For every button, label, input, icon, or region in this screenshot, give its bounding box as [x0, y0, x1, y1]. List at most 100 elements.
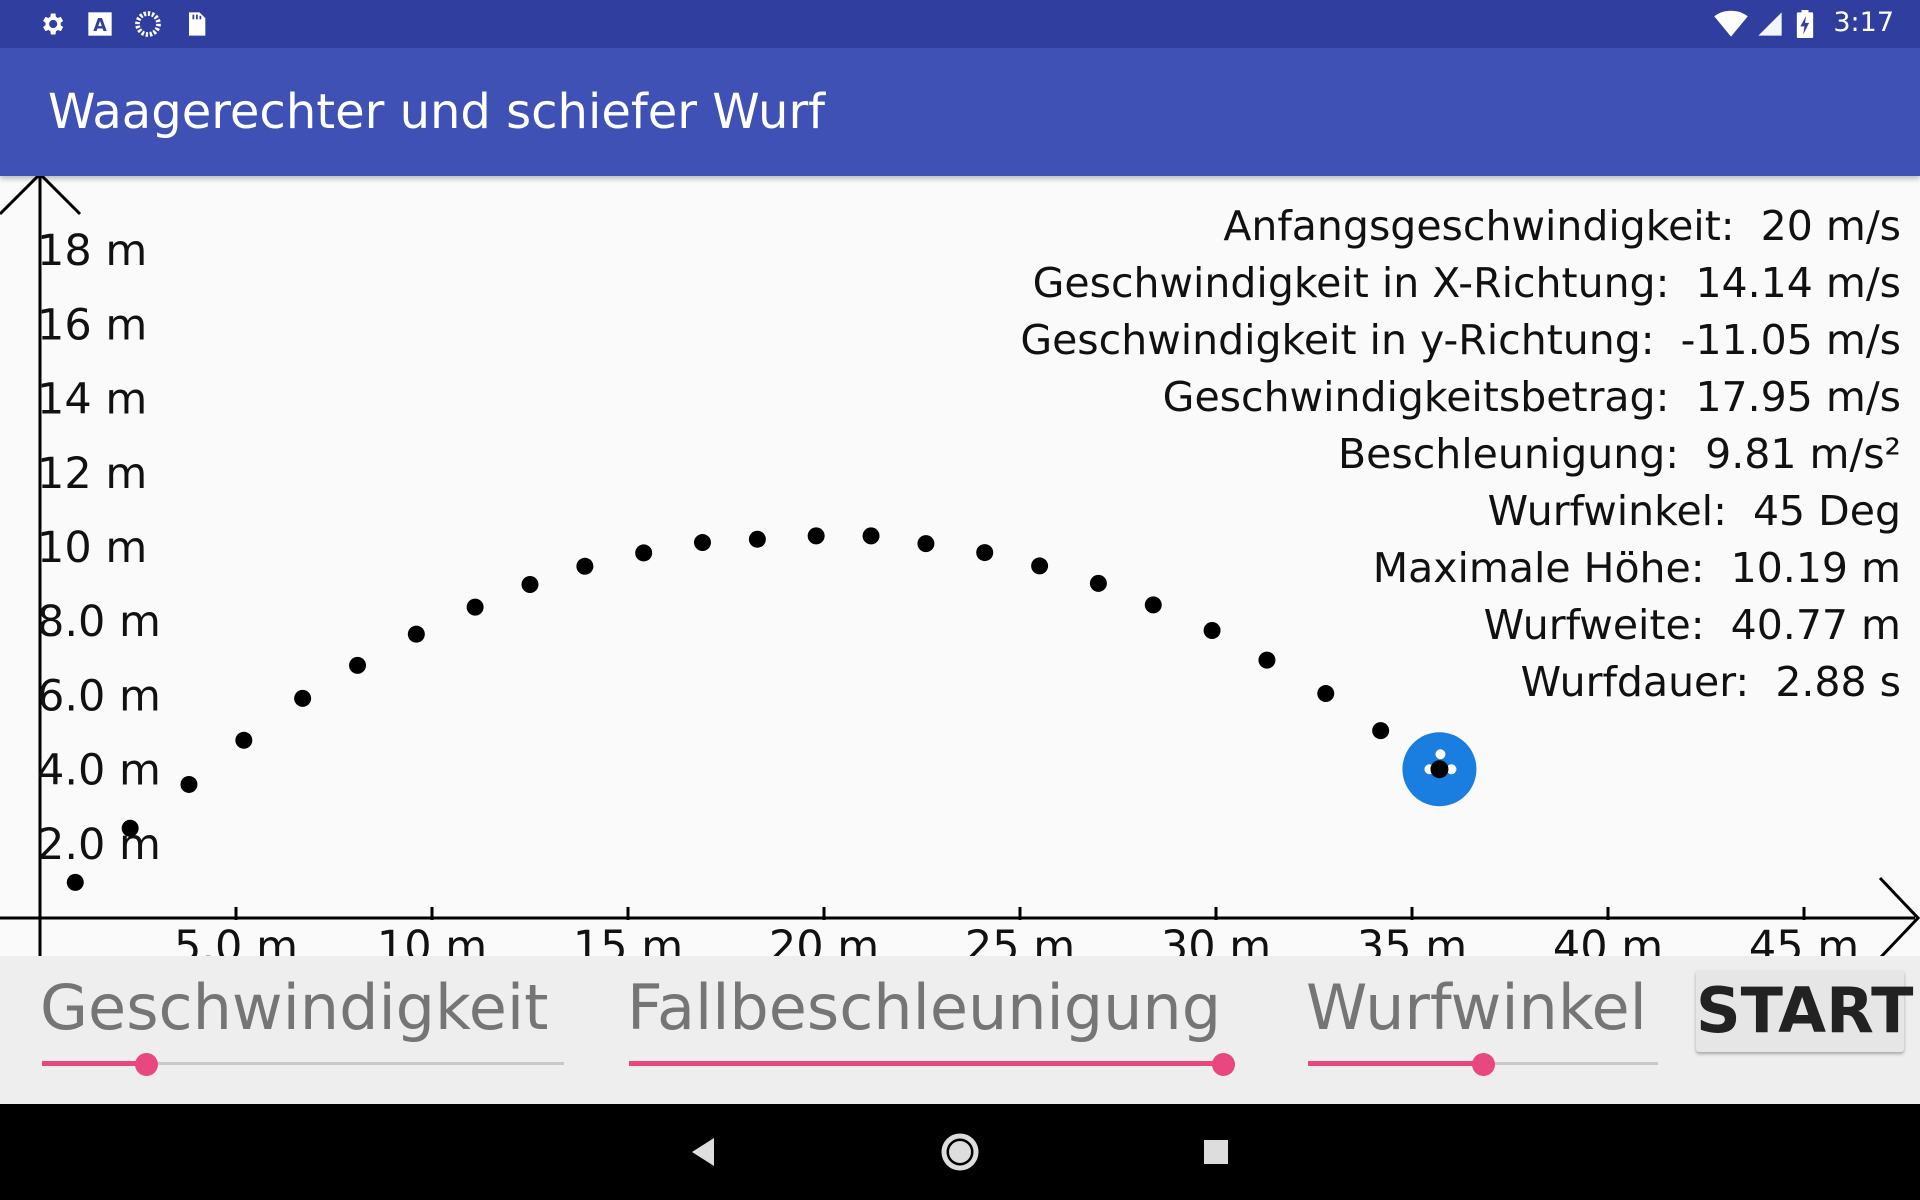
controls-panel: Geschwindigkeit Fallbeschleunigung Wurfw… [0, 956, 1920, 1104]
trajectory-point [1144, 596, 1162, 614]
info-row: Wurfdauer: 2.88 s [1020, 654, 1901, 711]
info-value: 40.77 m [1730, 601, 1901, 649]
back-icon[interactable] [680, 1128, 728, 1176]
info-row: Geschwindigkeit in X-Richtung: 14.14 m/s [1020, 255, 1901, 312]
app-title: Waagerechter und schiefer Wurf [48, 84, 826, 140]
sd-card-icon [189, 12, 206, 36]
info-value: 9.81 m/s² [1705, 430, 1901, 478]
trajectory-point [807, 527, 825, 545]
x-tick-label: 15 m [573, 922, 683, 956]
x-tick-label: 10 m [377, 922, 487, 956]
x-tick-label: 20 m [769, 922, 879, 956]
info-value: 45 Deg [1752, 487, 1901, 535]
slider-fill [42, 1061, 147, 1066]
info-panel: Anfangsgeschwindigkeit: 20 m/s Geschwindi… [1020, 198, 1901, 711]
font-a-icon: A [88, 12, 112, 36]
y-tick-label: 14 m [37, 375, 147, 425]
wifi-icon [1714, 10, 1748, 37]
info-label: Maximale Höhe: [1372, 544, 1705, 592]
y-tick-label: 8.0 m [37, 597, 161, 647]
projectile-highlight [1446, 764, 1457, 775]
info-label: Wurfwinkel: [1487, 487, 1727, 535]
recents-icon[interactable] [1192, 1128, 1240, 1176]
projectile-marker [1430, 760, 1449, 779]
trajectory-point [693, 534, 711, 552]
trajectory-point [349, 656, 367, 674]
y-tick-label: 6.0 m [37, 671, 161, 721]
info-row: Anfangsgeschwindigkeit: 20 m/s [1020, 198, 1901, 255]
y-tick-label: 4.0 m [37, 746, 161, 796]
info-label: Geschwindigkeit in X-Richtung: [1032, 259, 1670, 307]
info-label: Anfangsgeschwindigkeit: [1223, 202, 1735, 250]
info-value: 2.88 s [1775, 658, 1901, 706]
x-tick-label: 25 m [965, 922, 1075, 956]
trajectory-point [917, 535, 935, 553]
x-tick-label: 45 m [1749, 922, 1859, 956]
gravity-slider-label: Fallbeschleunigung [627, 971, 1222, 1044]
info-label: Beschleunigung: [1337, 430, 1680, 478]
trajectory-point [180, 775, 198, 793]
trajectory-point [1203, 621, 1221, 639]
battery-charging-icon [1796, 10, 1814, 38]
start-button[interactable]: START [1696, 970, 1913, 1052]
settings-icon [43, 13, 64, 35]
trajectory-point [1258, 651, 1276, 669]
info-label: Geschwindigkeit in y-Richtung: [1020, 316, 1655, 364]
y-axis-arrow [0, 176, 82, 216]
trajectory-point [1031, 557, 1049, 575]
app-bar: Waagerechter und schiefer Wurf [0, 48, 1920, 176]
trajectory-point [521, 575, 539, 593]
signal-icon [1758, 12, 1782, 36]
y-tick-label: 18 m [37, 226, 147, 276]
trajectory-point [235, 731, 253, 749]
x-tick-label: 40 m [1553, 922, 1663, 956]
trajectory-point [635, 544, 653, 562]
clock: 3:17 [1833, 7, 1894, 38]
info-label: Wurfdauer: [1520, 658, 1750, 706]
plot-canvas: 18 m 16 m 14 m 12 m 10 m 8.0 m 6.0 m 4.0 m 2.0 m… [0, 176, 1920, 956]
info-value: -11.05 m/s [1680, 316, 1901, 364]
y-tick-label: 2.0 m [37, 820, 161, 870]
x-axis-arrow [1878, 876, 1920, 956]
y-tick-label: 16 m [37, 300, 147, 350]
info-row: Geschwindigkeitsbetrag: 17.95 m/s [1020, 369, 1901, 426]
loading-circle-icon [135, 11, 161, 37]
trajectory-point [66, 873, 84, 891]
trajectory-point [1089, 574, 1107, 592]
angle-slider[interactable] [1308, 1052, 1658, 1076]
speed-slider-label: Geschwindigkeit [40, 971, 549, 1044]
info-row: Maximale Höhe: 10.19 m [1020, 540, 1901, 597]
svg-text:A: A [93, 16, 107, 36]
trajectory-point [1317, 685, 1335, 703]
trajectory-point [976, 544, 994, 562]
home-icon[interactable] [936, 1128, 984, 1176]
trajectory-point [862, 527, 880, 545]
y-tick-label: 12 m [37, 449, 147, 499]
slider-thumb[interactable] [135, 1053, 159, 1076]
angle-slider-label: Wurfwinkel [1306, 971, 1647, 1044]
speed-slider[interactable] [42, 1052, 564, 1076]
trajectory-point [466, 598, 484, 616]
slider-thumb[interactable] [1211, 1053, 1235, 1076]
slider-track [42, 1062, 564, 1065]
info-value: 10.19 m [1730, 544, 1901, 592]
info-row: Wurfwinkel: 45 Deg [1020, 483, 1901, 540]
slider-thumb[interactable] [1472, 1053, 1495, 1076]
gravity-slider[interactable] [629, 1052, 1235, 1076]
trajectory-point [576, 557, 594, 575]
x-tick-label: 30 m [1161, 922, 1271, 956]
info-row: Wurfweite: 40.77 m [1020, 597, 1901, 654]
trajectory-point [1372, 722, 1390, 740]
x-tick-label: 35 m [1357, 922, 1467, 956]
trajectory-plot: 18 m 16 m 14 m 12 m 10 m 8.0 m 6.0 m 4.0 m 2.0 m… [0, 176, 1920, 956]
navigation-bar [0, 1104, 1920, 1200]
info-value: 17.95 m/s [1695, 373, 1901, 421]
projectile-highlight [1435, 749, 1446, 760]
slider-fill [1308, 1061, 1483, 1066]
info-label: Geschwindigkeitsbetrag: [1162, 373, 1670, 421]
info-label: Wurfweite: [1483, 601, 1705, 649]
info-row: Geschwindigkeit in y-Richtung: -11.05 m/… [1020, 312, 1901, 369]
trajectory-point [407, 625, 425, 643]
info-value: 20 m/s [1760, 202, 1901, 250]
x-tick-label: 5.0 m [174, 922, 298, 956]
